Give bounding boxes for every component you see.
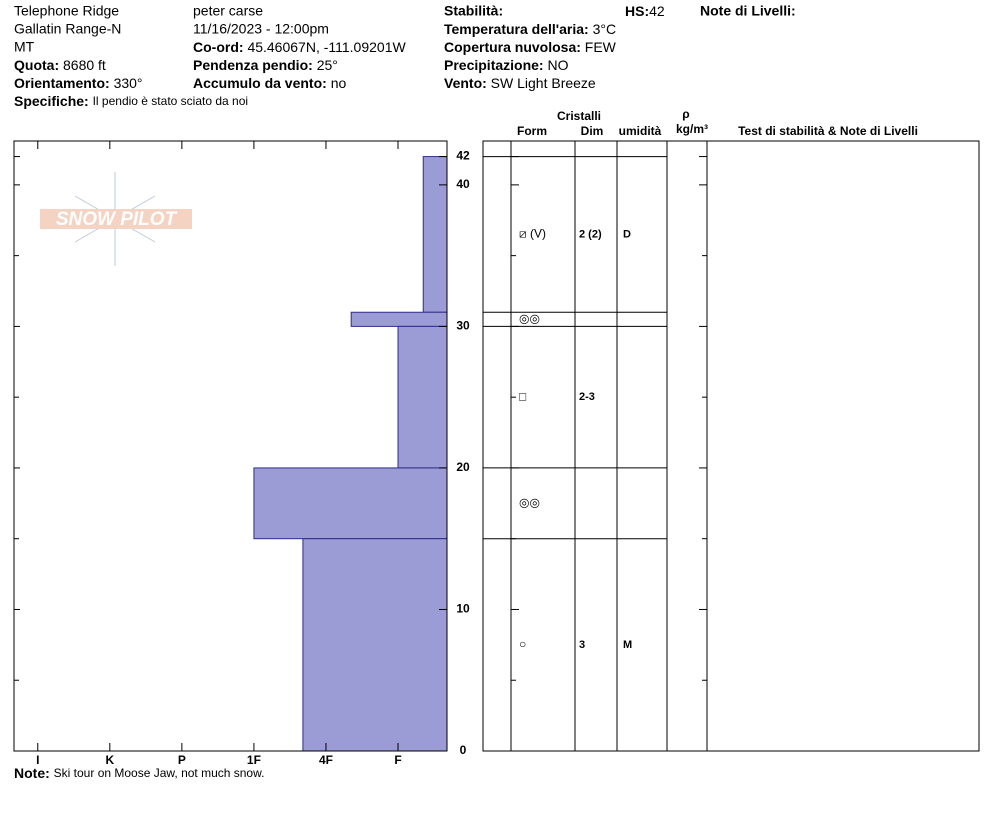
value: no: [331, 75, 347, 91]
label: Precipitazione:: [444, 57, 544, 73]
x-tick-label: I: [36, 753, 39, 767]
label: Orientamento:: [14, 75, 110, 91]
form-header: Form: [517, 124, 547, 138]
observer: peter carse: [193, 3, 263, 19]
header: Telephone Ridge Gallatin Range-N MT Quot…: [14, 3, 796, 109]
specifics: Specifiche: Il pendio è stato sciato da …: [14, 93, 248, 109]
value: Ski tour on Moose Jaw, not much snow.: [54, 766, 265, 780]
label: Temperatura dell'aria:: [444, 21, 589, 37]
elevation: Quota: 8680 ft: [14, 57, 106, 73]
x-tick-label: F: [394, 753, 401, 767]
crystals-header: Cristalli: [557, 109, 601, 123]
crystal-size: 2-3: [579, 391, 595, 403]
x-tick-label: P: [178, 753, 186, 767]
density-unit: kg/m³: [676, 122, 708, 136]
crystal-form: □: [519, 389, 526, 403]
table-frame: [482, 140, 980, 752]
precip: Precipitazione: NO: [444, 57, 569, 73]
value: 42: [649, 3, 665, 19]
datetime: 11/16/2023 - 12:00pm: [193, 21, 329, 37]
value: SW Light Breeze: [491, 75, 596, 91]
hardness-bar: [397, 325, 448, 469]
hs: HS:42: [625, 3, 665, 19]
crystal-form: ◎◎: [519, 312, 540, 326]
air-temp: Temperatura dell'aria: 3°C: [444, 21, 616, 37]
crystal-size: 3: [579, 639, 585, 651]
size-header: Dim: [581, 124, 604, 138]
aspect: Orientamento: 330°: [14, 75, 143, 91]
value: 8680 ft: [63, 57, 106, 73]
value: 3°C: [593, 21, 617, 37]
value: NO: [547, 57, 568, 73]
label: Vento:: [444, 75, 487, 91]
tests-header: Test di stabilità & Note di Livelli: [738, 124, 918, 138]
graph-frame: [13, 140, 448, 752]
y-tick-label: 30: [456, 319, 470, 333]
slope: Pendenza pendio: 25°: [193, 57, 338, 73]
moisture-header: umidità: [619, 124, 662, 138]
label: HS:: [625, 3, 649, 19]
hardness-bar: [422, 156, 448, 313]
y-tick-label: 42: [456, 149, 470, 163]
y-tick-label: 40: [456, 177, 470, 191]
value: 330°: [114, 75, 143, 91]
value: 45.46067N, -111.09201W: [247, 39, 406, 55]
stability-label: Stabilità:: [444, 3, 503, 19]
label: Co-ord:: [193, 39, 244, 55]
y-tick-label: 10: [456, 602, 470, 616]
x-tick-label: 4F: [319, 753, 333, 767]
crystal-form: ○: [519, 637, 526, 651]
label: Specifiche:: [14, 93, 89, 109]
value: Il pendio è stato sciato da noi: [93, 94, 248, 108]
label: Note:: [14, 765, 50, 781]
label: Accumulo da vento:: [193, 75, 327, 91]
crystal-form: ◎◎: [519, 495, 540, 509]
label: Pendenza pendio:: [193, 57, 313, 73]
moisture: M: [623, 639, 632, 651]
value: 25°: [317, 57, 338, 73]
density-symbol: ρ: [682, 107, 689, 121]
x-tick-label: K: [105, 753, 114, 767]
logo-text: SNOW PILOT: [56, 209, 178, 230]
wind-loading: Accumulo da vento: no: [193, 75, 346, 91]
layer-notes-label: Note di Livelli:: [700, 3, 796, 19]
label: Quota:: [14, 57, 59, 73]
location: Telephone Ridge: [14, 3, 119, 19]
crystal-size: 2 (2): [579, 228, 602, 240]
hardness-bar: [302, 538, 448, 752]
moisture: D: [623, 228, 631, 240]
crystal-form: ⧄ (V): [519, 227, 546, 241]
snowflake: [74, 172, 156, 266]
table-header: Cristalli Form Dim umidità ρ kg/m³ Test …: [517, 107, 918, 138]
logo: SNOW PILOT: [40, 172, 192, 266]
range: Gallatin Range-N: [14, 21, 121, 37]
value: FEW: [585, 39, 617, 55]
label: Copertura nuvolosa:: [444, 39, 581, 55]
state: MT: [14, 39, 35, 55]
coords: Co-ord: 45.46067N, -111.09201W: [193, 39, 406, 55]
hardness-bar: [253, 467, 448, 540]
y-tick-label: 0: [460, 743, 467, 757]
sky: Copertura nuvolosa: FEW: [444, 39, 617, 55]
y-tick-label: 20: [456, 460, 470, 474]
wind: Vento: SW Light Breeze: [444, 75, 596, 91]
logo-band: [40, 209, 192, 229]
hardness-bar: [350, 311, 448, 327]
note: Note: Ski tour on Moose Jaw, not much sn…: [14, 765, 264, 781]
x-tick-label: 1F: [247, 753, 261, 767]
